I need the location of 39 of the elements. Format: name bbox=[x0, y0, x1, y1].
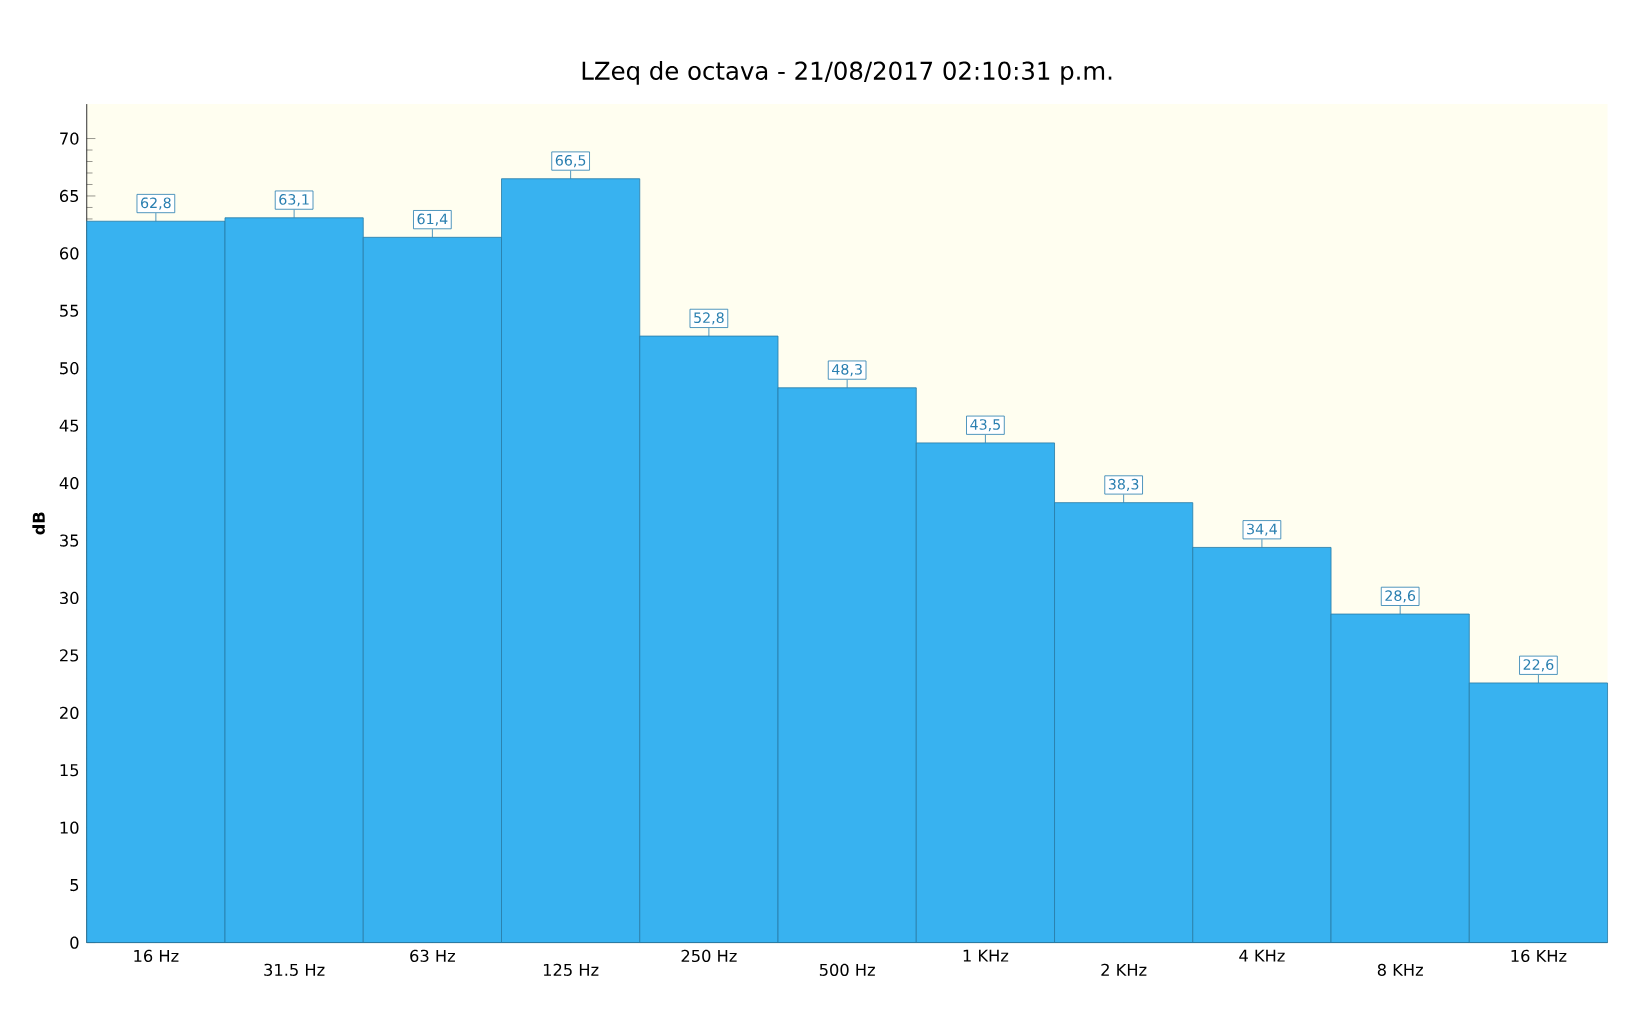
x-tick-label: 125 Hz bbox=[543, 963, 599, 977]
x-tick-label: 16 Hz bbox=[134, 949, 179, 963]
data-label: 61,4 bbox=[417, 213, 448, 226]
y-tick-label: 50 bbox=[60, 362, 79, 375]
x-tick-label: 8 KHz bbox=[1377, 963, 1423, 977]
y-tick-label: 35 bbox=[60, 534, 79, 547]
data-label: 22,6 bbox=[1523, 659, 1554, 672]
y-tick-label: 25 bbox=[60, 649, 79, 662]
y-tick-label: 60 bbox=[60, 247, 79, 260]
data-label: 63,1 bbox=[279, 194, 309, 207]
x-tick-label: 250 Hz bbox=[681, 949, 737, 963]
x-tick-label: 1 KHz bbox=[963, 949, 1009, 962]
y-tick-label: 15 bbox=[60, 764, 79, 777]
data-label: 52,8 bbox=[694, 312, 724, 325]
y-tick-label: 40 bbox=[59, 477, 79, 490]
x-tick-label: 31.5 Hz bbox=[264, 963, 325, 977]
x-tick-label: 16 KHz bbox=[1511, 949, 1567, 963]
data-label: 62,8 bbox=[141, 197, 171, 210]
data-label: 38,3 bbox=[1108, 478, 1139, 492]
y-tick-label: 10 bbox=[60, 821, 79, 834]
y-axis-title: dB bbox=[32, 512, 45, 535]
y-tick-label: 5 bbox=[70, 879, 79, 892]
y-tick-label: 20 bbox=[60, 706, 79, 720]
x-tick-label: 500 Hz bbox=[819, 963, 875, 977]
data-label: 34,4 bbox=[1247, 523, 1277, 536]
y-tick-label: 70 bbox=[60, 132, 79, 145]
data-label: 28,6 bbox=[1385, 590, 1416, 603]
x-tick-label: 63 Hz bbox=[410, 949, 455, 963]
y-tick-label: 55 bbox=[60, 304, 79, 317]
data-label: 66,5 bbox=[555, 155, 586, 168]
x-tick-label: 2 KHz bbox=[1101, 963, 1147, 976]
x-tick-label: 4 KHz bbox=[1239, 949, 1285, 962]
y-tick-label: 65 bbox=[60, 189, 79, 203]
data-label: 48,3 bbox=[832, 364, 862, 377]
data-label: 43,5 bbox=[970, 419, 1000, 432]
chart-title: LZeq de octava - 21/08/2017 02:10:31 p.m. bbox=[582, 61, 1112, 85]
y-tick-label: 0 bbox=[70, 936, 79, 949]
y-tick-label: 30 bbox=[60, 591, 79, 605]
y-tick-label: 45 bbox=[59, 419, 79, 432]
